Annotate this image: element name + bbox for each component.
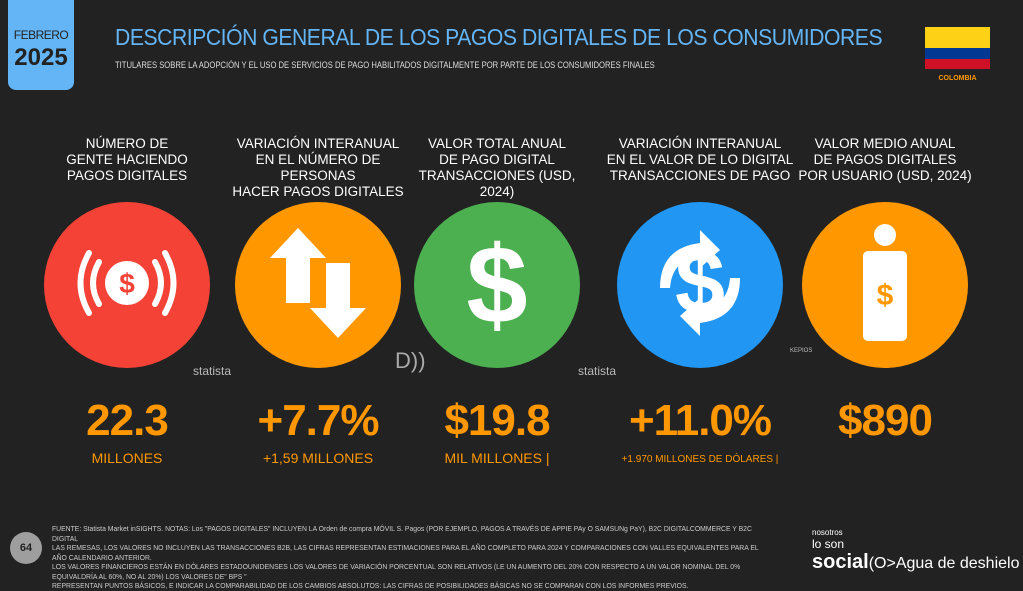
- heading-line: VARIACIÓN INTERANUAL: [618, 136, 782, 151]
- up-down-arrows-icon: [268, 227, 368, 343]
- stat-circle: $: [802, 202, 968, 368]
- stat-value: $890: [838, 396, 933, 445]
- page-number: 64: [10, 532, 42, 564]
- stat-label: MIL MILLONES |: [444, 450, 550, 466]
- page-title: DESCRIPCIÓN GENERAL DE LOS PAGOS DIGITAL…: [115, 24, 883, 50]
- heading-line: NÚMERO DE: [85, 136, 169, 151]
- heading-line: VALOR TOTAL ANUAL: [427, 136, 567, 151]
- dollar-cycle-icon: $: [640, 228, 760, 343]
- statista-watermark: statista: [193, 364, 232, 378]
- heading-line: EN EL NÚMERO DE PERSONAS: [255, 152, 381, 183]
- month: FEBRERO: [13, 28, 69, 42]
- person-dollar-icon: $: [855, 223, 915, 348]
- stat-circle: $: [44, 202, 210, 368]
- footer-line: LOS VALORES FINANCIEROS ESTÁN EN DÓLARES…: [52, 562, 741, 581]
- kepios-logo: KEPIOS: [790, 348, 813, 354]
- heading-line: TRANSACCIONES (USD, 2024): [418, 168, 576, 199]
- stat-circle: $: [617, 202, 783, 368]
- dollar-icon: $: [457, 223, 537, 348]
- svg-text:$: $: [877, 279, 894, 312]
- footer-line: FUENTE: Statista Market inSIGHTS. NOTAS:…: [52, 524, 752, 543]
- heading-line: HACER PAGOS DIGITALES: [232, 184, 404, 199]
- heading-line: DE PAGO DIGITAL: [439, 152, 555, 167]
- heading-line: VARIACIÓN INTERANUAL: [236, 136, 400, 151]
- svg-text:$: $: [466, 224, 527, 343]
- stat-value: $19.8: [444, 396, 550, 445]
- stat-value: +7.7%: [257, 396, 380, 445]
- heading-line: DE PAGOS DIGITALES: [813, 152, 957, 167]
- stat-label: +1.970 MILLONES DE DÓLARES |: [621, 454, 779, 465]
- brand-mid: lo son: [812, 537, 845, 551]
- stat-label: MILLONES: [91, 450, 163, 466]
- brand-big: social: [812, 551, 869, 573]
- date-badge: FEBRERO 2025: [8, 0, 74, 90]
- year: 2025: [14, 44, 68, 71]
- brand-logo: nosotros lo son social(O>Agua de deshiel…: [812, 528, 1019, 574]
- stat-value: +11.0%: [628, 396, 772, 445]
- stat-circle: [235, 202, 401, 368]
- payment-signal-icon: $: [67, 238, 187, 333]
- heading-line: TRANSACCIONES DE PAGO: [609, 168, 791, 183]
- stat-heading: NÚMERO DE GENTE HACIENDO PAGOS DIGITALES: [32, 136, 222, 196]
- page-subtitle: TITULARES SOBRE LA ADOPCIÓN Y EL USO DE …: [115, 60, 655, 70]
- datareportal-logo-icon: D)): [395, 348, 426, 373]
- heading-line: GENTE HACIENDO: [66, 152, 188, 167]
- stat-heading: VARIACIÓN INTERANUAL EN EL NÚMERO DE PERS…: [223, 136, 413, 199]
- brand-small: nosotros: [812, 528, 843, 537]
- stat-heading: VALOR MEDIO ANUAL DE PAGOS DIGITALES POR U…: [790, 136, 980, 196]
- heading-line: PAGOS DIGITALES: [66, 168, 188, 183]
- stat-circle: $: [414, 202, 580, 368]
- stat-heading: VARIACIÓN INTERANUAL EN EL VALOR DE LO DI…: [605, 136, 795, 196]
- heading-line: POR USUARIO (USD, 2024): [798, 168, 972, 183]
- footer-line: REPRESENTAN PUNTOS BÁSICOS, E INDICAR LA…: [52, 581, 689, 590]
- footer-notes: FUENTE: Statista Market inSIGHTS. NOTAS:…: [52, 524, 774, 591]
- brand-tail: (O>Agua de deshielo: [868, 555, 1020, 572]
- statista-watermark-2: statista: [578, 364, 617, 378]
- heading-line: VALOR MEDIO ANUAL: [814, 136, 956, 151]
- stat-heading: VALOR TOTAL ANUAL DE PAGO DIGITAL TRANSACC…: [402, 136, 592, 199]
- stat-value: 22.3: [86, 396, 169, 445]
- stat-label: +1,59 MILLONES: [262, 450, 374, 466]
- footer-line: LAS REMESAS, LOS VALORES NO INCLUYEN LAS…: [52, 543, 759, 562]
- heading-line: EN EL VALOR DE LO DIGITAL: [606, 152, 794, 167]
- svg-text:$: $: [119, 268, 135, 299]
- colombia-flag-icon: [925, 27, 990, 69]
- country-label: COLOMBIA: [938, 75, 977, 82]
